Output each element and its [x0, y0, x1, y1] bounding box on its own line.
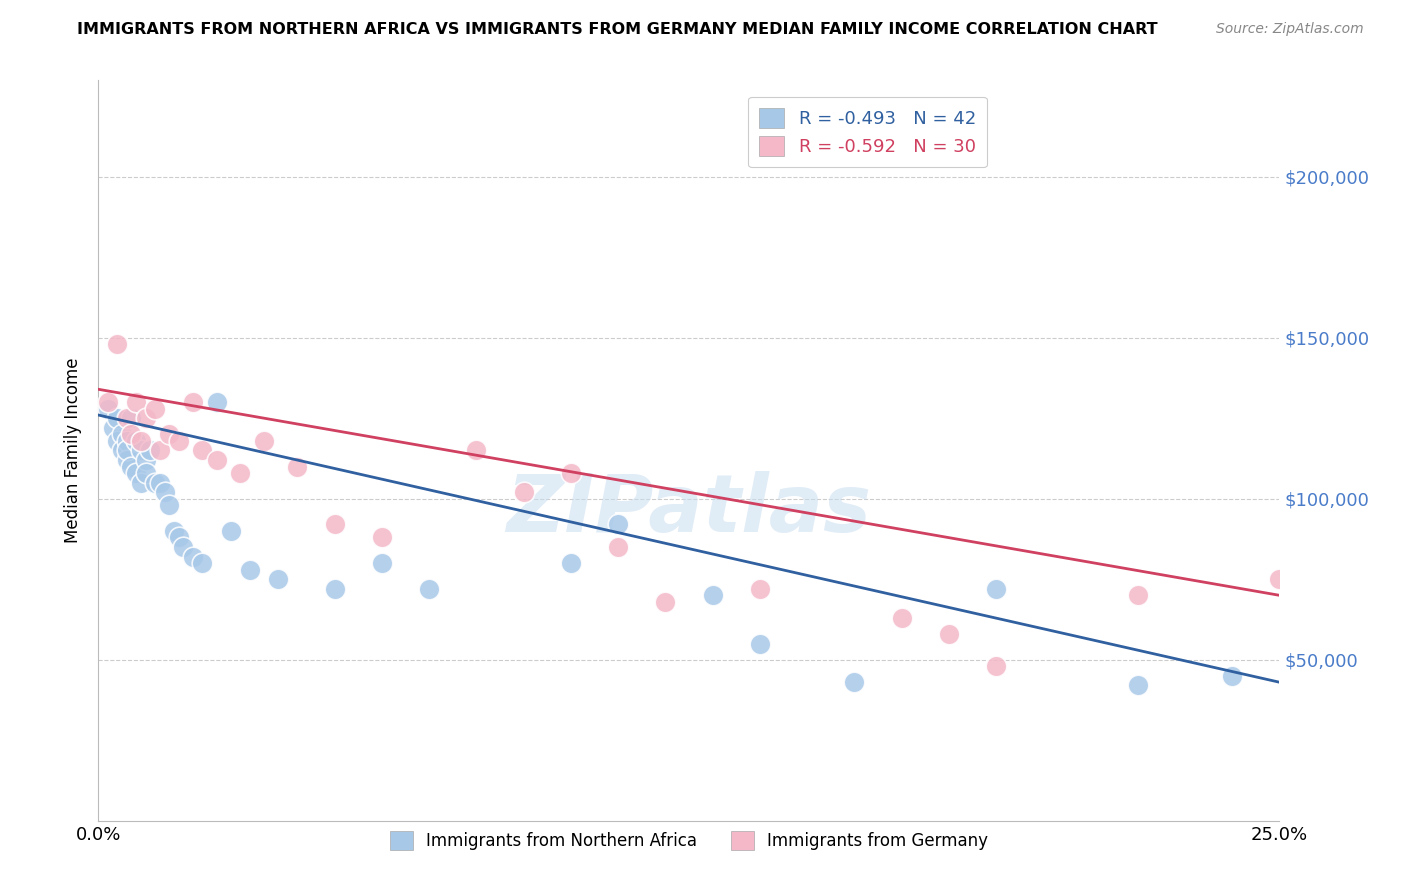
Point — [115, 411, 138, 425]
Point — [1126, 588, 1149, 602]
Point — [560, 556, 582, 570]
Point — [512, 485, 534, 500]
Point — [139, 443, 162, 458]
Point — [323, 582, 346, 596]
Point — [191, 556, 214, 570]
Point — [101, 421, 124, 435]
Point — [229, 466, 252, 480]
Point — [239, 563, 262, 577]
Point — [111, 427, 134, 442]
Point — [844, 675, 866, 690]
Point — [1268, 572, 1291, 586]
Point — [121, 459, 143, 474]
Point — [149, 475, 172, 490]
Point — [157, 498, 180, 512]
Point — [115, 443, 138, 458]
Text: IMMIGRANTS FROM NORTHERN AFRICA VS IMMIGRANTS FROM GERMANY MEDIAN FAMILY INCOME : IMMIGRANTS FROM NORTHERN AFRICA VS IMMIG… — [77, 22, 1159, 37]
Y-axis label: Median Family Income: Median Family Income — [65, 358, 83, 543]
Point — [1126, 678, 1149, 692]
Point — [1220, 669, 1243, 683]
Legend: Immigrants from Northern Africa, Immigrants from Germany: Immigrants from Northern Africa, Immigra… — [382, 824, 995, 856]
Point — [219, 524, 242, 538]
Point — [654, 595, 676, 609]
Point — [135, 466, 157, 480]
Point — [121, 411, 143, 425]
Point — [111, 443, 134, 458]
Point — [984, 582, 1007, 596]
Point — [153, 485, 176, 500]
Point — [97, 395, 120, 409]
Point — [205, 453, 228, 467]
Point — [105, 411, 128, 425]
Point — [267, 572, 290, 586]
Point — [163, 524, 186, 538]
Point — [157, 427, 180, 442]
Point — [167, 434, 190, 448]
Point — [129, 434, 152, 448]
Point — [172, 540, 194, 554]
Point — [97, 401, 120, 416]
Point — [125, 434, 148, 448]
Point — [115, 453, 138, 467]
Point — [748, 582, 770, 596]
Point — [253, 434, 276, 448]
Point — [143, 401, 166, 416]
Point — [105, 434, 128, 448]
Point — [560, 466, 582, 480]
Point — [181, 549, 204, 564]
Point — [984, 659, 1007, 673]
Point — [129, 475, 152, 490]
Point — [135, 411, 157, 425]
Point — [181, 395, 204, 409]
Point — [121, 427, 143, 442]
Point — [115, 434, 138, 448]
Point — [191, 443, 214, 458]
Point — [125, 466, 148, 480]
Point — [143, 475, 166, 490]
Point — [938, 627, 960, 641]
Point — [418, 582, 440, 596]
Point — [125, 395, 148, 409]
Point — [748, 637, 770, 651]
Point — [135, 453, 157, 467]
Point — [105, 337, 128, 351]
Point — [371, 556, 394, 570]
Point — [371, 530, 394, 544]
Point — [465, 443, 488, 458]
Point — [205, 395, 228, 409]
Point — [323, 517, 346, 532]
Point — [702, 588, 724, 602]
Point — [167, 530, 190, 544]
Point — [890, 611, 912, 625]
Point — [149, 443, 172, 458]
Point — [285, 459, 308, 474]
Text: ZIPatlas: ZIPatlas — [506, 471, 872, 549]
Point — [607, 540, 630, 554]
Point — [607, 517, 630, 532]
Text: Source: ZipAtlas.com: Source: ZipAtlas.com — [1216, 22, 1364, 37]
Point — [129, 443, 152, 458]
